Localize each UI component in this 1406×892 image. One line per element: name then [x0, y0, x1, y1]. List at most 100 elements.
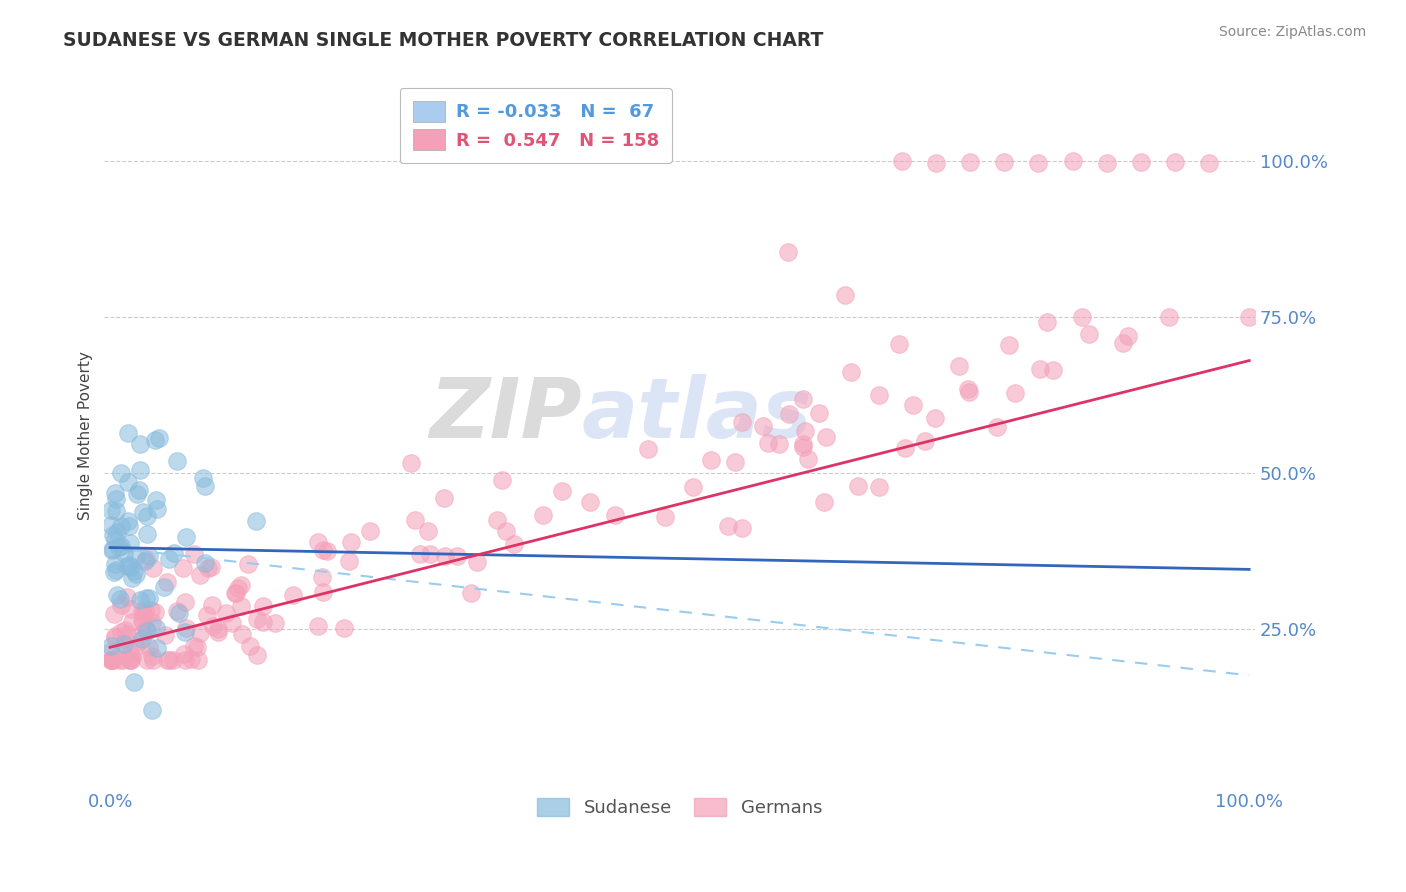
- Point: [112, 637, 135, 651]
- Point: [731, 521, 754, 535]
- Point: [792, 437, 814, 451]
- Point: [776, 244, 799, 259]
- Point: [135, 653, 157, 667]
- Point: [112, 545, 135, 559]
- Point: [120, 646, 142, 660]
- Point: [337, 554, 360, 568]
- Point: [1062, 153, 1084, 168]
- Y-axis label: Single Mother Poverty: Single Mother Poverty: [79, 351, 93, 520]
- Point: [141, 648, 163, 663]
- Point: [104, 558, 127, 572]
- Point: [1071, 310, 1094, 324]
- Point: [1111, 335, 1133, 350]
- Point: [1237, 310, 1260, 324]
- Point: [924, 410, 946, 425]
- Point: [111, 653, 134, 667]
- Point: [115, 627, 138, 641]
- Point: [724, 455, 747, 469]
- Point: [125, 567, 148, 582]
- Point: [957, 385, 980, 400]
- Point: [135, 622, 157, 636]
- Point: [122, 675, 145, 690]
- Point: [117, 475, 139, 489]
- Point: [132, 607, 155, 622]
- Point: [104, 532, 127, 546]
- Point: [792, 440, 814, 454]
- Point: [201, 599, 224, 613]
- Point: [129, 437, 152, 451]
- Point: [531, 508, 554, 522]
- Legend: Sudanese, Germans: Sudanese, Germans: [530, 790, 830, 824]
- Point: [131, 614, 153, 628]
- Point: [307, 619, 329, 633]
- Point: [141, 703, 163, 717]
- Point: [108, 653, 131, 667]
- Point: [228, 582, 250, 596]
- Point: [194, 556, 217, 570]
- Point: [188, 568, 211, 582]
- Point: [238, 558, 260, 572]
- Point: [110, 539, 132, 553]
- Point: [460, 585, 482, 599]
- Point: [792, 392, 814, 406]
- Point: [142, 561, 165, 575]
- Point: [491, 473, 513, 487]
- Point: [173, 647, 195, 661]
- Point: [183, 639, 205, 653]
- Point: [797, 452, 820, 467]
- Point: [603, 508, 626, 522]
- Point: [163, 545, 186, 559]
- Point: [104, 629, 127, 643]
- Point: [143, 605, 166, 619]
- Point: [105, 562, 128, 576]
- Point: [778, 408, 800, 422]
- Point: [110, 598, 132, 612]
- Point: [128, 483, 150, 497]
- Point: [1077, 326, 1099, 341]
- Point: [132, 505, 155, 519]
- Point: [188, 626, 211, 640]
- Point: [101, 542, 124, 557]
- Point: [104, 631, 127, 645]
- Point: [868, 480, 890, 494]
- Point: [187, 653, 209, 667]
- Point: [768, 436, 790, 450]
- Point: [125, 487, 148, 501]
- Point: [105, 524, 128, 539]
- Point: [495, 524, 517, 538]
- Point: [145, 493, 167, 508]
- Point: [104, 491, 127, 506]
- Point: [100, 517, 122, 532]
- Point: [100, 639, 122, 653]
- Point: [1042, 363, 1064, 377]
- Point: [283, 588, 305, 602]
- Point: [195, 607, 218, 622]
- Point: [110, 646, 132, 660]
- Point: [131, 615, 153, 629]
- Point: [959, 155, 981, 169]
- Point: [868, 388, 890, 402]
- Point: [1028, 155, 1050, 169]
- Point: [131, 625, 153, 640]
- Point: [166, 604, 188, 618]
- Point: [340, 535, 363, 549]
- Point: [153, 580, 176, 594]
- Point: [145, 621, 167, 635]
- Point: [142, 653, 165, 667]
- Point: [637, 442, 659, 457]
- Point: [117, 426, 139, 441]
- Point: [114, 624, 136, 638]
- Point: [100, 502, 122, 516]
- Point: [157, 551, 180, 566]
- Point: [312, 543, 335, 558]
- Point: [110, 519, 132, 533]
- Point: [197, 560, 219, 574]
- Point: [138, 591, 160, 605]
- Point: [148, 431, 170, 445]
- Point: [433, 491, 456, 505]
- Point: [146, 502, 169, 516]
- Point: [120, 653, 142, 667]
- Point: [138, 640, 160, 655]
- Point: [100, 653, 122, 667]
- Point: [231, 627, 253, 641]
